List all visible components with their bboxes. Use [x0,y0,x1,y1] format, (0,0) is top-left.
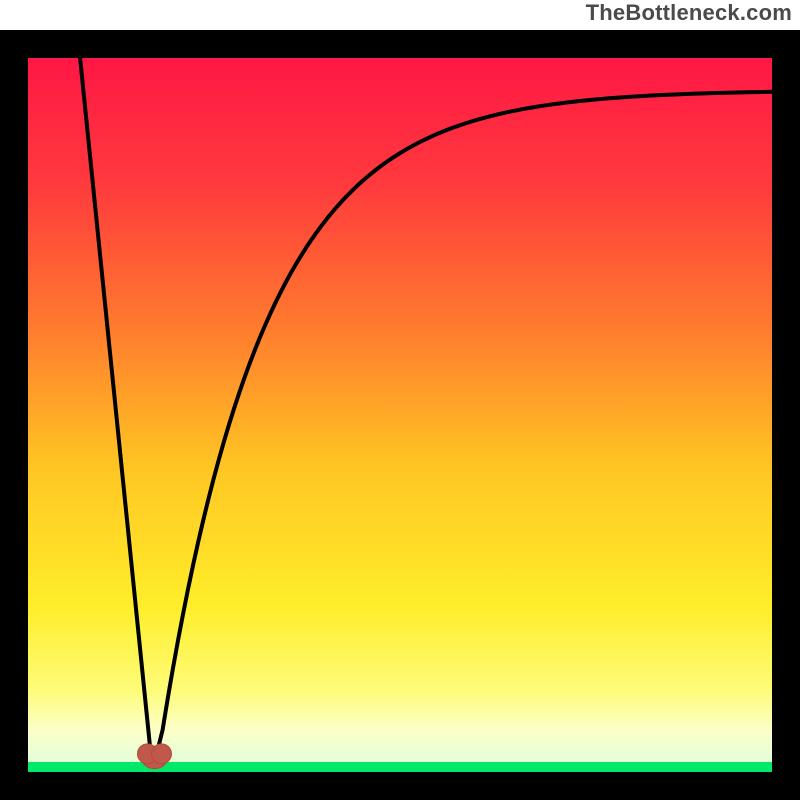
chart-canvas: TheBottleneck.com [0,0,800,800]
bottleneck-chart-svg [0,0,800,800]
watermark-text: TheBottleneck.com [586,0,792,26]
green-band [28,762,772,772]
